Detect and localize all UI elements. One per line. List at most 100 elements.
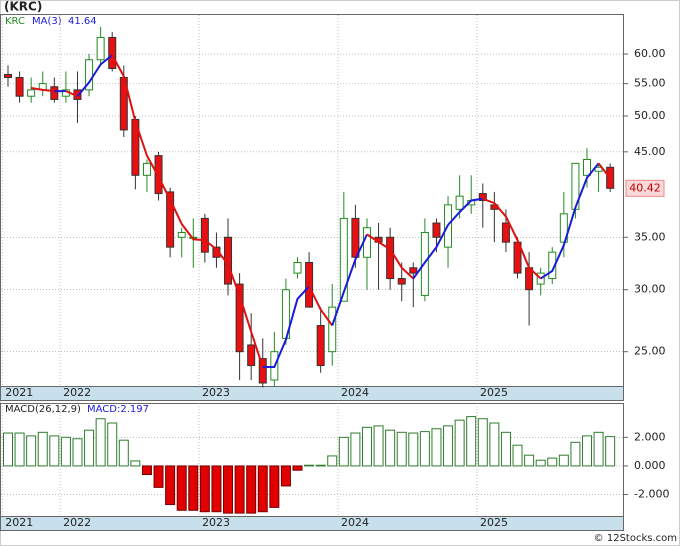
y-tick-label: 45.00 [634, 145, 666, 158]
macd-bar [153, 465, 164, 488]
candle-body [247, 344, 256, 367]
macd-bar [477, 418, 488, 467]
y-tick-label: 25.00 [634, 345, 666, 358]
candle-body [501, 222, 510, 243]
ma-line [412, 197, 483, 280]
price-tag-label: 40.42 [629, 181, 661, 194]
macd-bar [419, 431, 430, 467]
macd-bar [84, 429, 95, 467]
macd-value: MACD:2.197 [87, 404, 149, 415]
macd-bar [350, 432, 361, 467]
macd-bar [269, 465, 280, 508]
macd-bar [211, 465, 222, 513]
macd-bar [223, 465, 234, 514]
macd-bar [246, 465, 257, 514]
candle-body [15, 76, 24, 97]
candle-body [409, 267, 418, 274]
y-tick-label: 50.00 [634, 109, 666, 122]
candle-body [27, 89, 36, 97]
macd-bar [72, 438, 83, 467]
macd-bar [454, 419, 465, 467]
candle-body [362, 227, 371, 258]
macd-bar [373, 425, 384, 467]
macd-bar [558, 454, 569, 467]
x-tick-label: 2022 [63, 386, 91, 399]
macd-bar [37, 431, 48, 467]
legend-symbol: KRC [5, 16, 25, 27]
macd-bar [500, 431, 511, 467]
x-tick-label: 2023 [202, 516, 230, 529]
footer: © 12Stocks.com [594, 533, 677, 544]
candle-body [200, 217, 209, 253]
candle-body [154, 155, 163, 195]
candle-body [316, 325, 325, 367]
y-tick-label: 60.00 [634, 47, 666, 60]
y-tick-label: 0.000 [634, 459, 666, 472]
y-tick-label: -2.000 [634, 488, 669, 501]
candle-body [50, 86, 59, 100]
candle-body [351, 217, 360, 258]
candle-body [4, 73, 12, 78]
ma-line [482, 197, 542, 280]
ma-line [366, 233, 414, 280]
ma-line [331, 233, 368, 326]
candle-body [108, 36, 117, 70]
macd-bar [431, 428, 442, 467]
chart-title: (KRC) [4, 0, 42, 14]
ma-line [65, 90, 78, 98]
macd-bar [3, 432, 13, 467]
macd-bar [165, 465, 176, 506]
x-tick-label: 2024 [341, 386, 369, 399]
y-tick-label: 30.00 [634, 283, 666, 296]
candle-body [386, 236, 395, 280]
y-tick-label: 2.000 [634, 430, 666, 443]
macd-bar [234, 465, 245, 514]
legend-ma-value: 41.64 [68, 16, 97, 27]
y-tick-label: 55.00 [634, 77, 666, 90]
macd-bar [466, 416, 477, 467]
macd-bar [199, 465, 210, 513]
ma-line [308, 285, 334, 327]
macd-bar [257, 465, 268, 513]
candle-body [142, 162, 151, 176]
price-tag [625, 179, 665, 197]
macd-bar [570, 441, 581, 467]
ma-line [111, 54, 264, 368]
ma-line [30, 86, 55, 93]
x-axis-band [0, 386, 624, 401]
macd-bar [396, 431, 407, 467]
macd-bar [95, 418, 106, 467]
macd-bar [49, 435, 60, 467]
candle-body [339, 217, 348, 302]
macd-bar [118, 439, 129, 467]
macd-bar [512, 444, 523, 467]
y-tick-label: 35.00 [634, 230, 666, 243]
candle-body [305, 261, 314, 308]
x-tick-label: 2021 [5, 516, 33, 529]
candle-body [85, 59, 94, 91]
macd-bar [547, 457, 558, 467]
candle-body [177, 231, 186, 238]
macd-bar [26, 435, 37, 467]
candle-body [258, 358, 267, 384]
macd-bar [315, 464, 326, 467]
macd-bar [385, 429, 396, 467]
candle-body [397, 278, 406, 285]
x-tick-label: 2021 [5, 386, 33, 399]
ma-line [597, 162, 611, 179]
macd-bar [304, 464, 315, 467]
macd-bar [338, 436, 349, 467]
x-tick-label: 2025 [480, 516, 508, 529]
macd-bar [605, 436, 616, 467]
macd-bar [524, 454, 535, 467]
candle-body [583, 158, 591, 176]
macd-bar [176, 465, 187, 511]
candle-body [293, 261, 302, 274]
candle-body [96, 36, 105, 61]
candle-body [166, 191, 175, 248]
macd-bar [593, 431, 604, 467]
macd-bar [130, 460, 141, 467]
x-tick-label: 2025 [480, 386, 508, 399]
ma-line [540, 162, 600, 280]
macd-bar [408, 432, 419, 467]
